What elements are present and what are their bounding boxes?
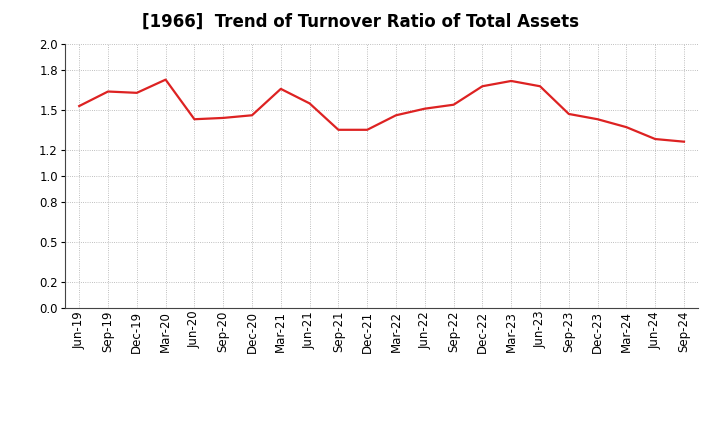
Text: [1966]  Trend of Turnover Ratio of Total Assets: [1966] Trend of Turnover Ratio of Total …	[142, 13, 578, 31]
